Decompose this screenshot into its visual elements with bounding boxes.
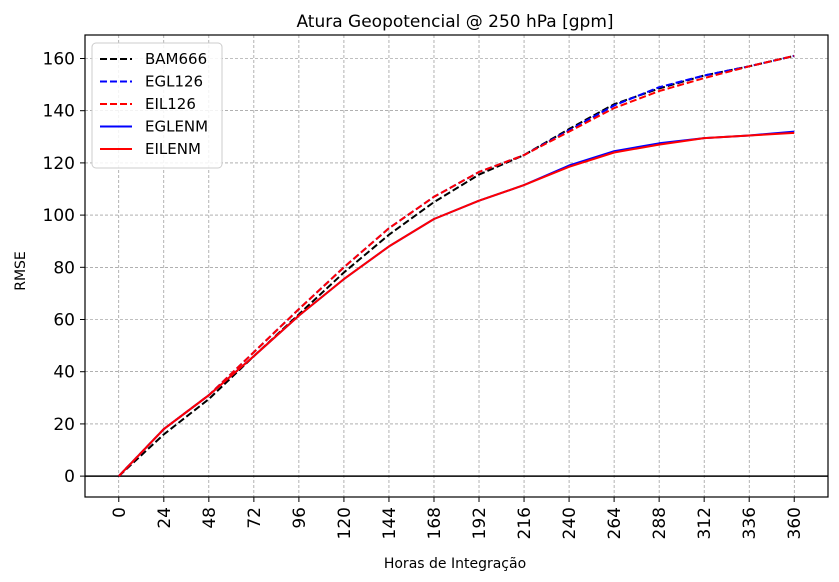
legend-label: EILENM <box>145 140 201 158</box>
plot-frame <box>84 34 829 498</box>
y-tick-label: 140 <box>43 102 75 122</box>
x-tick-label: 144 <box>380 507 400 539</box>
x-tick-label: 360 <box>785 507 805 539</box>
x-tick-label: 0 <box>110 507 130 518</box>
x-tick-label: 240 <box>560 507 580 539</box>
y-axis: 0 20 40 60 80 100 120 140 160 <box>43 49 85 487</box>
x-tick-label: 216 <box>515 507 535 539</box>
x-tick-label: 24 <box>155 507 175 529</box>
x-tick-label: 336 <box>740 507 760 539</box>
y-tick-label: 0 <box>64 467 75 487</box>
y-tick-label: 60 <box>53 311 75 331</box>
x-axis: 0 24 48 72 96 120 144 168 192 216 240 264 288 312 336 3… <box>110 497 805 539</box>
legend-label: EGL126 <box>145 73 203 91</box>
x-tick-label: 288 <box>650 507 670 539</box>
y-tick-label: 20 <box>53 415 75 435</box>
y-axis-label: RMSE <box>13 251 29 291</box>
series-line-eglenm <box>118 130 795 477</box>
x-tick-label: 192 <box>470 507 490 539</box>
x-tick-label: 168 <box>425 507 445 539</box>
y-tick-label: 40 <box>53 363 75 383</box>
legend: BAM666 EGL126 EIL126 EGLENM EILENM <box>91 42 223 169</box>
x-tick-label: 48 <box>200 507 220 529</box>
chart-title: Atura Geopotencial @ 250 hPa [gpm] <box>296 12 613 32</box>
y-tick-label: 160 <box>43 49 75 69</box>
series-line-eil126 <box>118 54 795 477</box>
x-tick-label: 96 <box>290 507 310 529</box>
legend-label: BAM666 <box>145 50 207 68</box>
series-group <box>118 54 795 477</box>
legend-label: EIL126 <box>145 95 196 113</box>
y-tick-label: 80 <box>53 258 75 278</box>
grid <box>85 35 828 497</box>
x-tick-label: 312 <box>695 507 715 539</box>
legend-label: EGLENM <box>145 118 208 136</box>
y-tick-label: 100 <box>43 206 75 226</box>
x-tick-label: 120 <box>335 507 355 539</box>
legend-box <box>91 42 223 169</box>
x-tick-label: 72 <box>245 507 265 529</box>
x-axis-label: Horas de Integração <box>384 556 526 572</box>
x-tick-label: 264 <box>605 507 625 539</box>
series-line-eilenm <box>118 131 795 477</box>
y-tick-label: 120 <box>43 154 75 174</box>
